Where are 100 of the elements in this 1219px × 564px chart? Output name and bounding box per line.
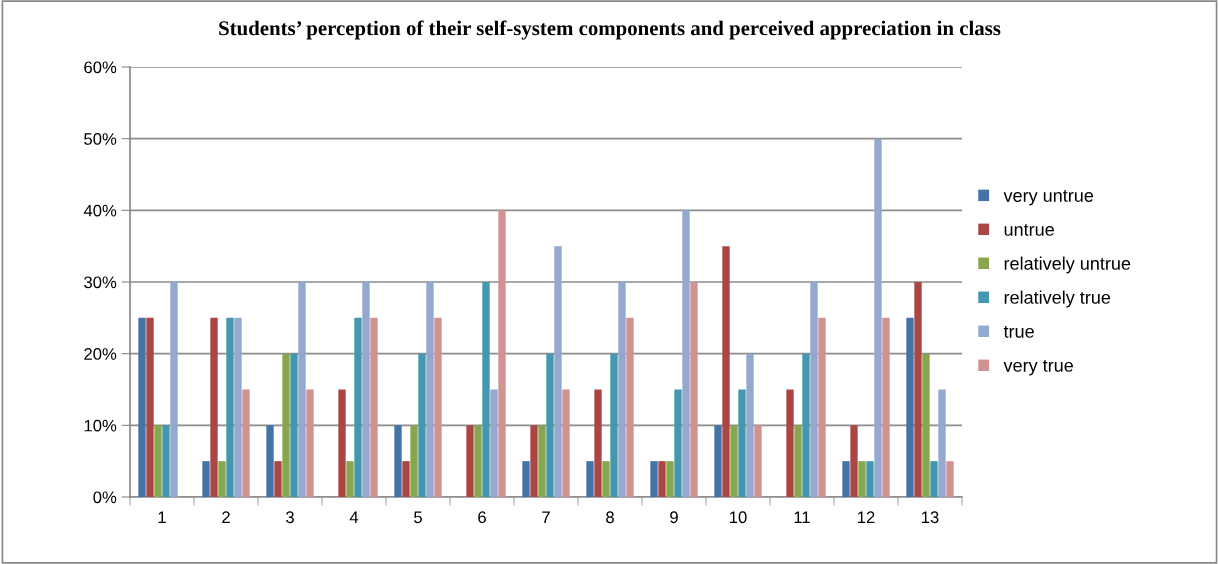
bar bbox=[266, 425, 274, 497]
bar bbox=[482, 282, 490, 497]
bar bbox=[522, 461, 530, 497]
bar bbox=[370, 317, 378, 497]
bar bbox=[282, 353, 290, 497]
x-tick-label: 12 bbox=[858, 511, 875, 523]
bar bbox=[170, 282, 178, 497]
bar bbox=[682, 210, 690, 497]
bar bbox=[866, 461, 874, 497]
bar bbox=[714, 425, 722, 497]
bar bbox=[338, 389, 346, 497]
bar bbox=[530, 425, 538, 497]
bar bbox=[290, 353, 298, 497]
bar bbox=[306, 389, 314, 497]
bar bbox=[810, 282, 818, 497]
y-tick-label: 50% bbox=[84, 133, 117, 145]
legend-label: relatively true bbox=[1004, 290, 1111, 308]
legend-label: true bbox=[1003, 325, 1034, 338]
bar bbox=[818, 317, 826, 497]
bar bbox=[786, 389, 794, 497]
bar bbox=[626, 317, 634, 497]
bar bbox=[658, 461, 666, 497]
bar bbox=[298, 282, 306, 497]
legend-label: very true bbox=[1003, 359, 1073, 376]
bar bbox=[746, 353, 754, 497]
x-tick-label: 3 bbox=[286, 511, 294, 524]
bar bbox=[618, 282, 626, 497]
x-tick-label: 6 bbox=[478, 511, 486, 524]
bar bbox=[354, 317, 362, 497]
bar bbox=[210, 317, 218, 497]
bar bbox=[394, 425, 402, 497]
bar bbox=[602, 461, 610, 497]
bar bbox=[562, 389, 570, 497]
bar bbox=[226, 317, 234, 497]
x-tick-label: 5 bbox=[414, 511, 422, 524]
bar bbox=[154, 425, 162, 497]
bar bbox=[538, 425, 546, 497]
x-tick-label: 2 bbox=[222, 511, 230, 523]
bar bbox=[242, 389, 250, 497]
bar bbox=[554, 246, 562, 497]
bar bbox=[922, 353, 930, 497]
bar bbox=[146, 317, 154, 497]
y-tick-label: 0% bbox=[93, 491, 117, 504]
legend-label: untrue bbox=[1004, 224, 1054, 236]
bar bbox=[426, 282, 434, 497]
bar bbox=[858, 461, 866, 497]
bar bbox=[202, 461, 210, 497]
x-tick-label: 7 bbox=[542, 511, 550, 523]
bar bbox=[418, 353, 426, 497]
x-tick-label: 11 bbox=[794, 511, 810, 523]
y-tick-label: 40% bbox=[83, 204, 117, 217]
bar bbox=[434, 317, 442, 497]
y-tick-label: 60% bbox=[84, 61, 117, 74]
bar bbox=[546, 353, 554, 497]
bar bbox=[938, 389, 946, 497]
bar bbox=[586, 461, 594, 497]
bar bbox=[802, 353, 810, 497]
y-tick-label: 20% bbox=[84, 348, 117, 360]
bar bbox=[914, 282, 922, 497]
x-tick-label: 13 bbox=[922, 511, 939, 524]
bar bbox=[410, 425, 418, 497]
bar bbox=[882, 317, 890, 497]
bar bbox=[466, 425, 474, 497]
legend-label: relatively untrue bbox=[1004, 256, 1131, 274]
bar bbox=[674, 389, 682, 497]
x-tick-label: 10 bbox=[730, 511, 747, 524]
bar bbox=[402, 461, 410, 497]
legend-label: very untrue bbox=[1003, 190, 1094, 206]
y-tick-label: 10% bbox=[84, 419, 117, 432]
bar bbox=[842, 461, 850, 497]
bar bbox=[234, 317, 242, 497]
bar bbox=[850, 425, 858, 497]
bar bbox=[738, 389, 746, 497]
bar bbox=[730, 425, 738, 497]
bar bbox=[874, 138, 882, 497]
x-tick-label: 1 bbox=[158, 511, 166, 523]
bar bbox=[794, 425, 802, 497]
x-tick-label: 4 bbox=[349, 511, 359, 523]
x-tick-label: 9 bbox=[670, 511, 678, 524]
bar bbox=[362, 282, 370, 497]
bar bbox=[346, 461, 354, 497]
bar bbox=[138, 317, 146, 497]
bar bbox=[650, 461, 658, 497]
bar bbox=[666, 461, 674, 497]
chart-title: Students’ perception of their self-system components and perceived appreciation in class bbox=[219, 20, 1001, 40]
bar bbox=[218, 461, 226, 497]
bar bbox=[722, 246, 730, 497]
bar bbox=[946, 461, 954, 497]
bar bbox=[498, 210, 506, 497]
bar bbox=[594, 389, 602, 497]
bar bbox=[490, 389, 498, 497]
bar bbox=[162, 425, 170, 497]
bar bbox=[690, 282, 698, 497]
bar bbox=[906, 317, 914, 497]
y-tick-label: 30% bbox=[84, 276, 117, 289]
bar bbox=[274, 461, 282, 497]
bar bbox=[474, 425, 482, 497]
bar bbox=[610, 353, 618, 497]
bar bbox=[930, 461, 938, 497]
x-tick-label: 8 bbox=[606, 511, 614, 524]
